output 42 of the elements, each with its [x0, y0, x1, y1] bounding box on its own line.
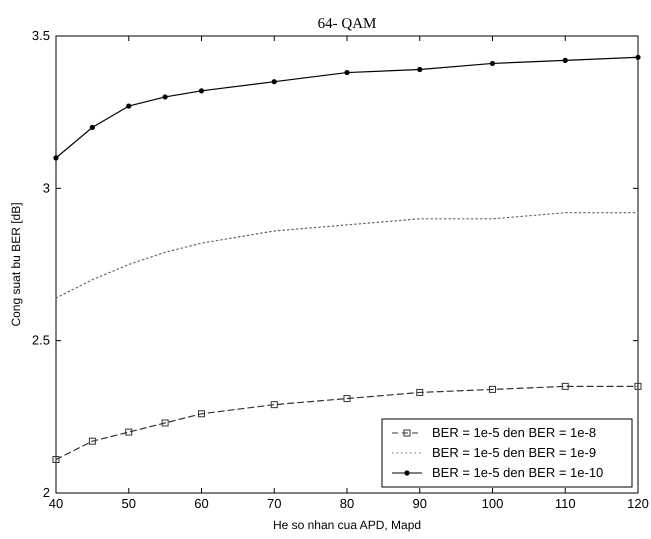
point: [635, 54, 641, 60]
point: [53, 155, 59, 160]
point: [52, 456, 60, 463]
x-tick-label: 70: [267, 496, 282, 511]
point: [489, 386, 496, 393]
point: [126, 103, 132, 109]
point: [198, 88, 204, 94]
point: [562, 58, 568, 63]
x-tick-label: 110: [554, 496, 576, 511]
point: [90, 124, 95, 130]
legend-label: BER = 1e-5 den BER = 1e-9: [432, 445, 596, 460]
y-axis-title: Cong suat bu BER [dB]: [9, 202, 23, 327]
point: [490, 60, 496, 66]
x-tick-label: 80: [340, 496, 354, 511]
point: [562, 382, 569, 390]
x-axis-title: He so nhan cua APD, Mapd: [272, 518, 422, 532]
point: [634, 382, 642, 390]
point: [417, 66, 422, 72]
point: [416, 388, 424, 396]
y-tick-label: 2: [42, 485, 50, 500]
x-tick-label: 50: [122, 496, 136, 511]
x-tick-label: 120: [627, 496, 649, 511]
point: [162, 94, 168, 100]
y-tick-label: 3: [42, 180, 50, 196]
y-tick-label: 3.5: [32, 28, 50, 43]
x-tick-label: 40: [48, 496, 64, 511]
chart-title: 64- QAM: [318, 16, 376, 32]
point: [125, 428, 132, 436]
point: [162, 419, 169, 426]
point: [198, 410, 205, 418]
x-tick-label: 90: [412, 496, 427, 511]
legend-label: BER = 1e-5 den BER = 1e-10: [432, 465, 604, 480]
point: [272, 79, 277, 84]
x-tick-label: 60: [194, 496, 209, 511]
line-series: [55, 212, 639, 299]
legend-label: BER = 1e-5 den BER = 1e-8: [432, 425, 596, 440]
point: [88, 438, 96, 445]
x-tick-label: 100: [482, 496, 504, 511]
point: [270, 401, 278, 408]
point: [344, 395, 350, 402]
y-tick-label: 2.5: [32, 332, 50, 348]
point: [344, 70, 350, 76]
